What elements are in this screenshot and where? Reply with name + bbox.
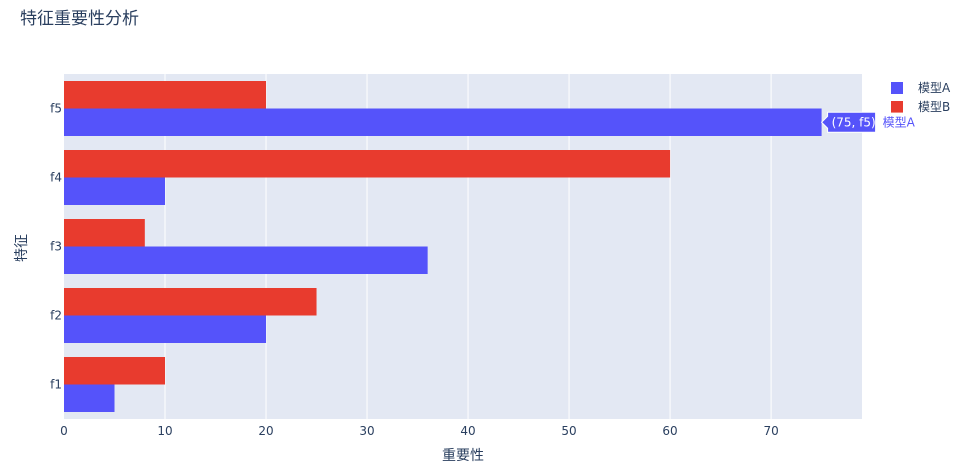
chart-title: 特征重要性分析 [20, 9, 139, 29]
y-tick-label-f3: f3 [50, 240, 62, 254]
bar-f5-series-0[interactable] [64, 108, 822, 137]
x-tick-label: 60 [662, 424, 677, 438]
bars [64, 81, 822, 412]
y-tick-label-f4: f4 [50, 171, 62, 185]
y-tick-label-f2: f2 [50, 309, 62, 323]
bar-f2-series-1[interactable] [64, 288, 317, 316]
x-tick-label: 0 [60, 424, 68, 438]
x-tick-label: 70 [763, 424, 778, 438]
x-tick-label: 20 [258, 424, 273, 438]
x-tick-label: 30 [359, 424, 374, 438]
legend-label-0[interactable]: 模型A [918, 81, 951, 95]
x-axis-title: 重要性 [442, 448, 484, 464]
hover-tooltip: (75, f5) 模型A [820, 111, 922, 133]
bar-f1-series-1[interactable] [64, 357, 166, 385]
bar-f4-series-0[interactable] [64, 177, 166, 206]
y-axis-title: 特征 [14, 234, 30, 262]
bar-f5-series-1[interactable] [64, 81, 267, 109]
bar-f3-series-0[interactable] [64, 246, 428, 275]
y-axis-ticks: f1 f2 f3 f4 f5 [50, 102, 62, 392]
y-tick-label-f5: f5 [50, 102, 62, 116]
hover-tooltip-series: 模型A [883, 115, 916, 129]
x-tick-label: 50 [561, 424, 576, 438]
hover-series-background [879, 112, 922, 133]
bar-f1-series-0[interactable] [64, 384, 115, 413]
bar-f3-series-1[interactable] [64, 219, 145, 247]
legend-label-1[interactable]: 模型B [918, 100, 950, 114]
legend: 模型A 模型B [891, 81, 951, 114]
x-axis-ticks: 0 10 20 30 40 50 60 70 [60, 424, 779, 438]
bar-f2-series-0[interactable] [64, 315, 267, 344]
hover-tooltip-box [820, 111, 877, 133]
x-tick-label: 10 [157, 424, 172, 438]
x-tick-label: 40 [460, 424, 475, 438]
legend-swatch-0[interactable] [891, 82, 903, 94]
y-tick-label-f1: f1 [50, 378, 62, 392]
bar-f4-series-1[interactable] [64, 150, 671, 178]
hover-tooltip-value: (75, f5) [832, 115, 876, 129]
legend-swatch-1[interactable] [891, 101, 903, 113]
